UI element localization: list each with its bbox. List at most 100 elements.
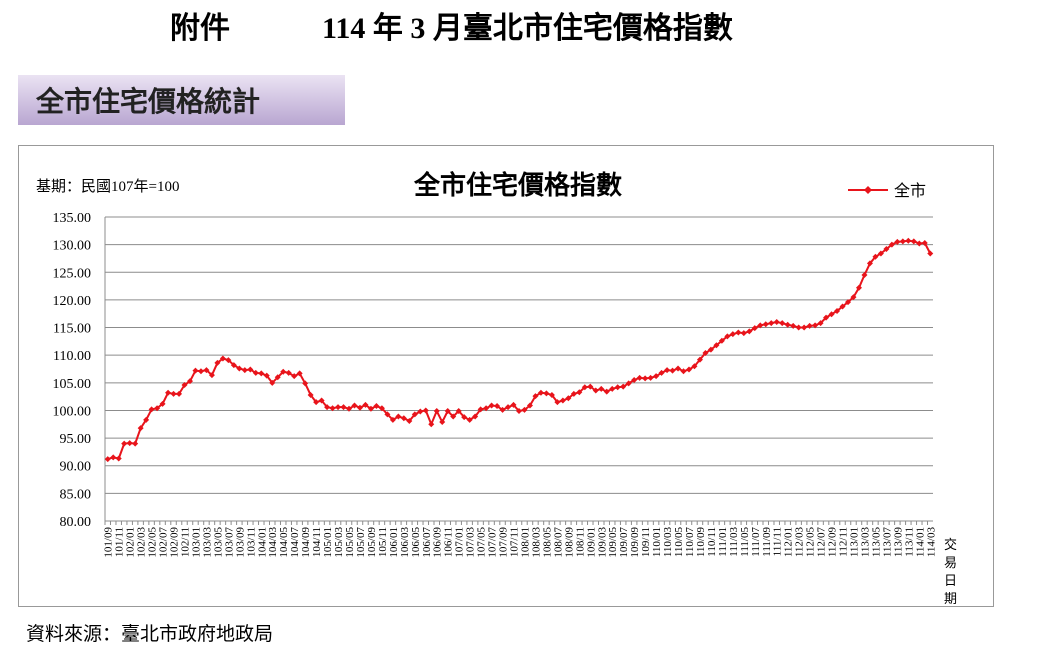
point [532, 393, 539, 400]
point [439, 419, 446, 426]
x-tick-label: 104/11 [311, 527, 323, 557]
point [801, 324, 808, 331]
y-tick-label: 80.00 [60, 515, 92, 530]
x-tick-label: 102/01 [125, 527, 137, 558]
point [225, 357, 232, 364]
point [154, 405, 161, 412]
x-tick-label: 112/09 [827, 527, 839, 558]
point [850, 294, 857, 301]
x-tick-label: 112/01 [783, 527, 795, 557]
x-tick-label: 113/07 [881, 527, 893, 558]
point [176, 390, 183, 397]
point [143, 416, 150, 423]
point [291, 373, 298, 380]
point [521, 406, 528, 413]
point [137, 425, 144, 432]
point [367, 405, 374, 412]
point [724, 333, 731, 340]
x-tick-label: 108/05 [541, 527, 553, 558]
section-box [18, 75, 345, 125]
point [219, 355, 226, 362]
x-tick-label: 105/01 [322, 527, 334, 558]
point [669, 367, 676, 374]
x-tick-label: 108/01 [519, 527, 531, 558]
point [510, 401, 517, 408]
point [653, 373, 660, 380]
point [565, 395, 572, 402]
point [883, 246, 890, 253]
point [548, 391, 555, 398]
point [675, 365, 682, 372]
point [400, 415, 407, 422]
point [592, 387, 599, 394]
x-axis-label: 交易日期 [944, 537, 964, 606]
point [779, 320, 786, 327]
x-tick-label: 102/11 [180, 527, 192, 557]
x-tick-label: 113/05 [870, 527, 882, 558]
x-tick-label: 103/07 [223, 527, 235, 558]
x-tick-label: 107/09 [498, 527, 510, 558]
point [691, 363, 698, 370]
x-tick-label: 112/03 [794, 527, 806, 558]
point [609, 385, 616, 392]
point [784, 321, 791, 328]
point [773, 319, 780, 326]
x-tick-label: 109/11 [640, 527, 652, 557]
x-tick-label: 113/11 [903, 527, 915, 557]
x-tick-label: 111/11 [772, 527, 784, 556]
y-tick-label: 130.00 [53, 239, 92, 254]
x-tick-label: 107/05 [476, 527, 488, 558]
point [197, 368, 204, 375]
point [411, 411, 418, 418]
x-tick-label: 103/11 [245, 527, 257, 557]
point [165, 389, 172, 396]
point [351, 402, 358, 409]
x-tick-label: 108/11 [574, 527, 586, 557]
point [861, 272, 868, 279]
point [329, 405, 336, 412]
x-tick-label: 113/03 [859, 527, 871, 558]
section-title: 全市住宅價格統計 [35, 85, 260, 118]
plot: 80.00 85.00 90.00 95.00 100.00 105.00 110.00 11… [53, 182, 938, 558]
point [340, 404, 347, 411]
point [483, 405, 490, 412]
point [192, 367, 199, 374]
point [834, 307, 841, 314]
header-label: 附件 [170, 12, 230, 45]
point [389, 416, 396, 423]
point [526, 402, 533, 409]
y-tick-label: 115.00 [53, 322, 91, 337]
x-tick-label: 114/03 [925, 527, 937, 558]
x-tick-label: 107/01 [454, 527, 466, 558]
legend-marker [864, 186, 872, 194]
x-tick-label: 104/01 [256, 527, 268, 558]
point [631, 377, 638, 384]
point [812, 322, 819, 329]
point [444, 408, 451, 415]
x-tick-label: 110/11 [706, 527, 718, 557]
point [505, 404, 512, 411]
point [186, 378, 193, 385]
point [795, 324, 802, 331]
x-tick-label: 102/03 [136, 527, 148, 558]
x-tick-label: 111/05 [739, 527, 751, 557]
point [516, 408, 522, 415]
point [581, 384, 588, 391]
point [899, 238, 906, 245]
point [735, 329, 742, 336]
point [554, 399, 561, 406]
x-tick-label: 112/07 [816, 527, 828, 558]
point [494, 403, 501, 410]
point [121, 440, 128, 447]
point [685, 366, 692, 373]
point [888, 241, 895, 248]
point [499, 406, 506, 413]
point [296, 370, 303, 377]
chart-title: 全市住宅價格指數 [413, 170, 622, 200]
x-tick-label: 108/09 [563, 527, 575, 558]
x-tick-label: 107/03 [465, 527, 477, 558]
x-tick-label: 112/05 [805, 527, 817, 558]
point [642, 375, 649, 382]
x-tick-label: 109/03 [596, 527, 608, 558]
x-tick-label: 105/09 [366, 527, 378, 558]
